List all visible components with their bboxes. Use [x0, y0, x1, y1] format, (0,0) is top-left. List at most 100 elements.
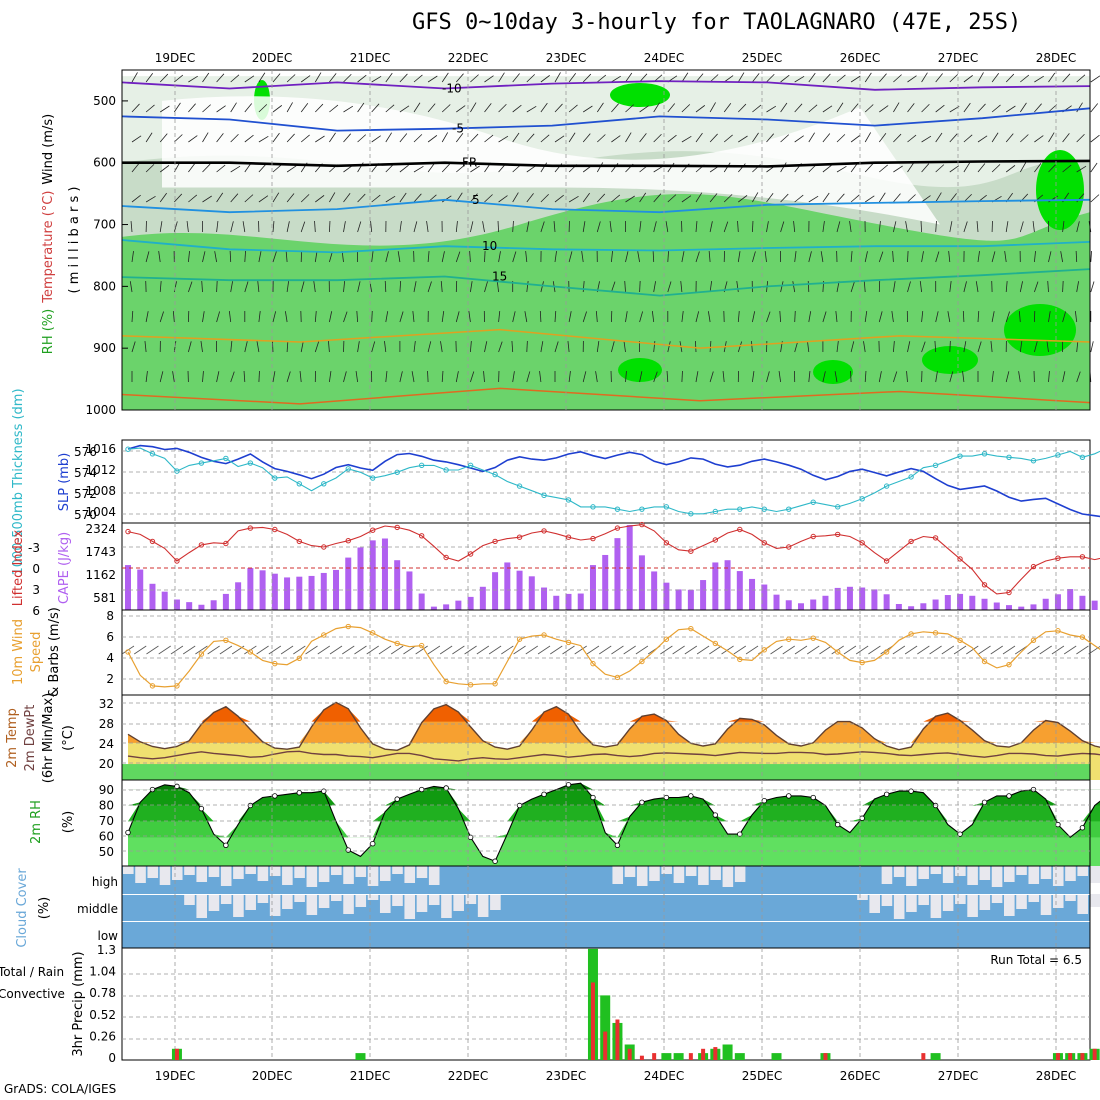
wind-barb — [512, 251, 517, 263]
wind-barb — [188, 194, 198, 203]
cape-bar — [859, 587, 866, 610]
precip-convective-bar — [701, 1048, 706, 1060]
wind-barb — [441, 251, 445, 263]
cape-bar — [320, 572, 327, 610]
wind-barb — [498, 103, 507, 113]
wind-barb — [427, 75, 438, 83]
cloud-mid-clear — [991, 894, 1003, 903]
lifted-index-series-marker — [198, 542, 205, 548]
cape-bar — [565, 593, 572, 610]
rh-marker — [614, 842, 621, 848]
thickness-series-marker — [174, 468, 180, 474]
wind-barb-surface — [1088, 645, 1100, 655]
wind-barb — [553, 221, 556, 233]
rh-marker — [688, 793, 694, 799]
wind-barb — [526, 221, 530, 233]
date-label-top: 20DEC — [252, 51, 292, 65]
wind-barb — [188, 341, 192, 353]
cape-bar — [981, 598, 988, 610]
wind-barb-surface — [501, 645, 514, 655]
wind-speed-series-marker — [639, 658, 645, 665]
wind-barb — [1018, 311, 1021, 323]
thickness-series-marker — [639, 506, 645, 512]
wind-barb — [737, 341, 743, 353]
wind-barb — [582, 371, 587, 383]
wind-speed-series-marker — [786, 636, 792, 642]
thickness-series-marker — [1079, 454, 1086, 460]
rh-marker — [541, 791, 547, 798]
wind-barb — [385, 163, 394, 173]
wind-barb — [653, 102, 660, 113]
thickness-series-marker — [149, 451, 156, 457]
wind-barb — [188, 135, 198, 143]
wind-barb — [357, 102, 365, 113]
wind-barb — [526, 105, 537, 113]
thickness-series-marker — [296, 481, 303, 487]
wind-barb — [455, 371, 459, 383]
cloud-mid-clear — [416, 894, 428, 912]
wind-barb — [216, 371, 220, 383]
wind-barb — [385, 195, 396, 203]
precip-tick-label: 0.78 — [89, 986, 116, 1000]
wind-barb — [850, 281, 855, 293]
slp-tick-label: 1004 — [85, 505, 116, 519]
wind-barb — [780, 74, 790, 83]
wind-barb — [794, 75, 805, 83]
wind-barb — [470, 165, 480, 173]
wind-barb — [399, 164, 409, 173]
thickness-series-marker — [932, 462, 939, 469]
lifted-index-series-marker — [688, 548, 694, 554]
rh-blob-bright — [922, 346, 978, 374]
wind-barb — [625, 72, 633, 83]
wind-barb — [766, 133, 775, 143]
wind-barb-surface — [452, 645, 465, 655]
wind-barb-surface — [207, 645, 220, 655]
cape-bar — [1091, 600, 1098, 610]
wind-barb — [131, 135, 142, 143]
wind-barb-surface — [623, 645, 636, 655]
wind-barb — [512, 192, 519, 203]
wind-barb — [963, 221, 968, 233]
wind-barb — [512, 132, 520, 143]
pressure-tick-label: 700 — [93, 218, 116, 232]
cloud-high-clear — [159, 866, 171, 885]
date-label-bottom: 27DEC — [938, 1069, 978, 1083]
lifted-index-series-marker — [223, 540, 229, 547]
wind-barb-surface — [195, 645, 208, 655]
wind-barb — [286, 221, 290, 233]
li-tick-label: -3 — [28, 541, 40, 555]
rh-marker — [394, 796, 400, 802]
wind-speed-series-marker — [125, 649, 131, 655]
cape-bar — [602, 554, 609, 610]
temp-ylabel-c: (6hr Min/Max) — [41, 693, 56, 783]
wind-barb — [907, 341, 911, 353]
wind-barb — [836, 165, 847, 173]
wind-barb — [681, 311, 684, 323]
wind-speed-series — [127, 625, 1100, 688]
wind-barb — [935, 104, 945, 113]
cloud-high-clear — [955, 866, 966, 876]
rh-tick-label: 50 — [99, 845, 114, 859]
wind-barb — [258, 311, 261, 323]
rh-marker — [810, 794, 816, 801]
precip-tick-label: 0.52 — [89, 1008, 116, 1022]
wind-barb — [864, 163, 873, 173]
wind-barb — [554, 341, 559, 353]
precip-total-bar — [673, 1053, 684, 1060]
cape-bar — [308, 575, 315, 610]
pressure-tick-label: 800 — [93, 279, 116, 293]
wind-barb — [934, 340, 937, 353]
thickness-series-marker — [418, 462, 425, 469]
cape-bar — [969, 595, 976, 610]
wind-barb — [752, 192, 759, 203]
wind-barb — [498, 72, 505, 83]
wind-barb-surface — [598, 645, 612, 655]
wind-barb — [526, 74, 535, 83]
wind-barb — [752, 73, 760, 83]
cape-bar — [418, 593, 425, 610]
wind-barb — [808, 251, 812, 263]
wind-barb — [399, 280, 402, 293]
isotherm-label: -5 — [452, 122, 464, 136]
thickness-series-marker — [125, 446, 131, 452]
date-label-bottom: 24DEC — [644, 1069, 684, 1083]
